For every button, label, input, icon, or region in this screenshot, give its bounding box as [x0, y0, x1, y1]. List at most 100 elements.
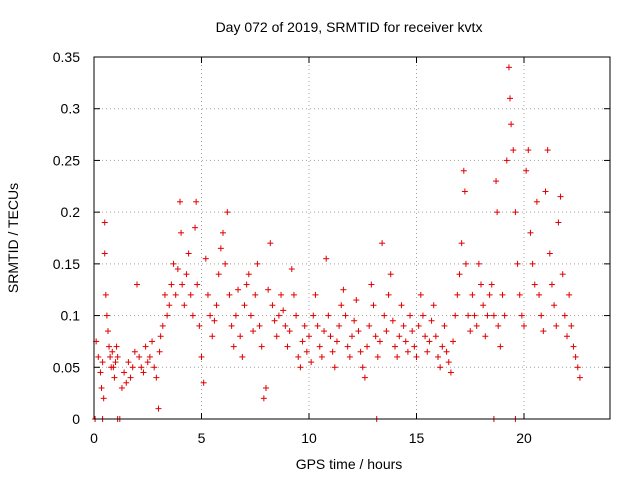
- data-point: [445, 359, 452, 366]
- data-point: [559, 271, 566, 278]
- data-point: [297, 364, 304, 371]
- data-point: [295, 353, 302, 360]
- data-point: [237, 333, 244, 340]
- data-point: [321, 328, 328, 335]
- data-point: [207, 312, 214, 319]
- data-point: [286, 328, 293, 335]
- data-point: [536, 291, 543, 298]
- data-point: [383, 328, 390, 335]
- data-point: [103, 312, 110, 319]
- data-point: [501, 312, 508, 319]
- data-point: [490, 312, 497, 319]
- data-point: [327, 333, 334, 340]
- data-point: [308, 359, 315, 366]
- data-point: [409, 328, 416, 335]
- data-point: [200, 379, 207, 386]
- data-point: [424, 348, 431, 355]
- data-point: [278, 291, 285, 298]
- data-point: [110, 364, 117, 371]
- data-point: [351, 317, 358, 324]
- data-point: [516, 291, 523, 298]
- x-axis-label: GPS time / hours: [296, 456, 403, 472]
- data-point: [194, 281, 201, 288]
- data-point: [439, 343, 446, 350]
- data-point: [232, 312, 239, 319]
- data-point: [220, 229, 226, 236]
- data-point: [570, 343, 577, 350]
- y-tick-label: 0.3: [61, 101, 81, 117]
- data-point: [379, 240, 386, 247]
- data-point: [250, 328, 257, 335]
- data-point: [544, 147, 551, 154]
- data-point: [243, 281, 250, 288]
- y-tick-label: 0.35: [53, 49, 80, 65]
- data-point: [151, 364, 158, 371]
- data-point: [111, 374, 118, 381]
- data-point: [503, 157, 510, 164]
- data-point: [155, 405, 162, 412]
- data-point: [185, 250, 192, 257]
- data-points: [92, 64, 583, 422]
- data-point: [353, 297, 360, 304]
- data-point: [107, 353, 114, 360]
- data-point: [428, 317, 435, 324]
- data-point: [101, 219, 108, 226]
- y-tick-label: 0.05: [53, 359, 80, 375]
- data-point: [357, 348, 364, 355]
- data-point: [557, 193, 564, 200]
- data-point: [196, 322, 203, 329]
- data-point: [312, 291, 319, 298]
- data-point: [542, 188, 549, 195]
- data-point: [394, 353, 401, 360]
- data-point: [374, 353, 381, 360]
- data-point: [413, 353, 420, 360]
- data-point: [318, 353, 325, 360]
- data-point: [170, 260, 177, 267]
- grid: [94, 57, 610, 419]
- data-point: [202, 255, 209, 262]
- axis-ticks: [93, 56, 610, 420]
- data-point: [258, 343, 265, 350]
- data-point: [469, 291, 476, 298]
- data-point: [540, 328, 547, 335]
- data-point: [146, 353, 153, 360]
- data-point: [100, 395, 107, 402]
- data-point: [441, 322, 448, 329]
- data-point: [104, 328, 111, 335]
- data-point: [514, 260, 521, 267]
- data-point: [230, 343, 237, 350]
- data-point: [284, 343, 291, 350]
- data-point: [366, 322, 373, 329]
- data-point: [222, 260, 229, 267]
- data-point: [437, 364, 444, 371]
- data-point: [224, 209, 231, 216]
- data-point: [140, 369, 147, 376]
- data-point: [329, 348, 336, 355]
- data-point: [392, 343, 398, 350]
- data-point: [183, 271, 190, 278]
- data-point: [510, 147, 517, 154]
- data-point: [484, 312, 491, 319]
- data-point: [480, 302, 487, 309]
- data-point: [461, 188, 468, 195]
- data-point: [458, 240, 465, 247]
- data-point: [254, 260, 261, 267]
- data-point: [505, 64, 512, 71]
- data-point: [193, 198, 200, 205]
- data-point: [349, 333, 355, 340]
- data-point: [265, 286, 272, 293]
- data-point: [164, 312, 171, 319]
- data-point: [344, 343, 351, 350]
- data-point: [450, 338, 457, 345]
- y-tick-label: 0.2: [61, 204, 81, 220]
- data-point: [568, 322, 575, 329]
- data-point: [574, 364, 581, 371]
- data-point: [144, 359, 151, 366]
- data-point: [131, 348, 138, 355]
- data-point: [497, 343, 504, 350]
- data-point: [553, 322, 560, 329]
- x-tick-label: 0: [90, 430, 98, 446]
- data-point: [488, 281, 495, 288]
- data-point: [109, 348, 116, 355]
- x-tick-label: 5: [198, 430, 206, 446]
